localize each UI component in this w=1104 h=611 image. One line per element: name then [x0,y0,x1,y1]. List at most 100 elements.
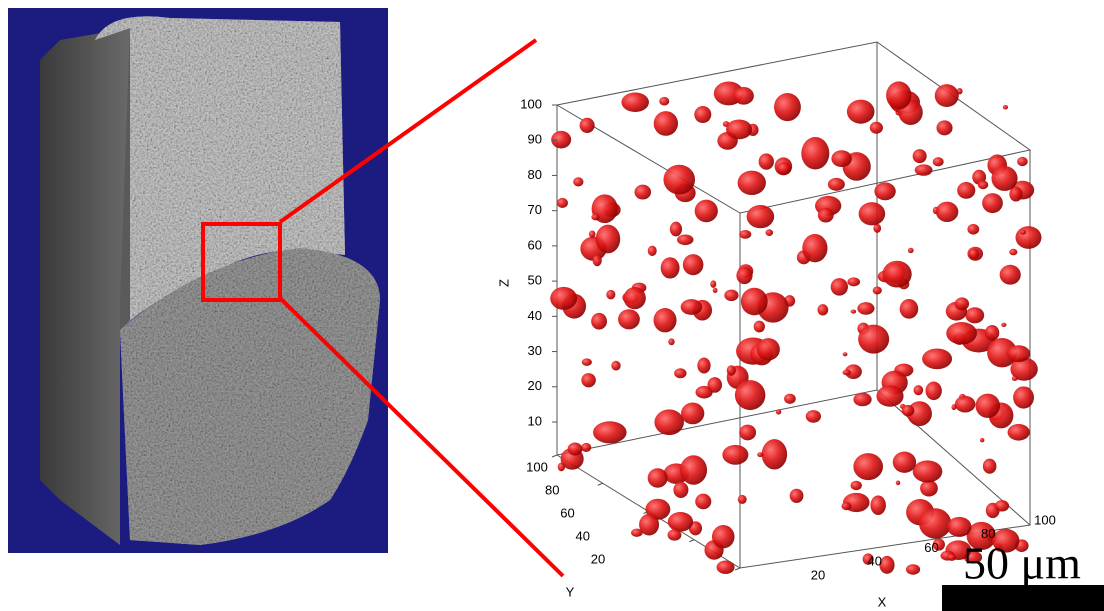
particle [695,494,711,510]
z-tick-label: 60 [528,237,542,252]
particle [913,149,927,163]
particle [936,202,958,222]
x-tick-label: 20 [811,567,825,582]
particle [736,267,752,284]
particle [843,370,852,376]
particle [967,224,979,234]
particle [851,310,856,314]
particle [922,348,952,369]
z-axis-label: Z [496,279,511,287]
z-tick-label: 30 [528,343,542,358]
particle [790,489,804,503]
particle [915,164,933,175]
particle [886,81,911,109]
particle [670,222,682,237]
particle [947,517,971,537]
particle [754,321,765,333]
y-tick-label: 100 [526,459,548,474]
particle [806,410,821,423]
particle [550,287,577,310]
x-tick-label: 100 [1034,512,1056,527]
particle [639,514,659,536]
particle [762,439,787,469]
particle [681,299,703,315]
particle [920,480,938,496]
particle [818,208,834,223]
figure: 1020304050607080901002040608010020406080… [0,0,1104,611]
particle [801,137,829,169]
particle [648,246,657,256]
particle [717,561,735,574]
particle [713,288,718,293]
particle [831,278,848,296]
particle [853,453,883,480]
particle [677,235,694,246]
scale-bar-label: 50 μm [963,538,1081,589]
particle [654,111,678,136]
particle [1015,226,1041,249]
particle [557,198,568,208]
particle [724,290,738,301]
particle [591,214,599,221]
particle [776,409,781,414]
particle [774,93,801,121]
particle [661,257,680,278]
particle [694,106,711,123]
particle [757,452,763,457]
particle [722,445,748,465]
x-axis-label: X [878,594,887,609]
particle [1020,230,1026,235]
particle [914,385,924,395]
particle [735,380,766,410]
particle [747,205,775,228]
particle [936,120,952,135]
particle [680,455,707,484]
particle [759,153,774,169]
particle [784,394,796,404]
particle [654,409,683,435]
particle [659,97,669,106]
particle [726,119,752,139]
particle [913,460,943,482]
particle [573,177,583,186]
particle [957,182,975,199]
particle [980,438,984,442]
particle [668,529,682,540]
particle [870,495,885,515]
particle [859,202,886,225]
particle [1000,265,1021,285]
particle [955,297,969,310]
particle [558,462,565,471]
y-tick-label: 80 [545,482,559,497]
y-tick [598,483,603,485]
y-tick-label: 60 [560,505,574,520]
z-tick-label: 90 [528,132,542,147]
particle [853,393,871,407]
particle [668,338,674,345]
particle [906,564,920,574]
particle [817,304,828,315]
particle [935,84,959,107]
particle [870,122,883,134]
particle [926,382,942,401]
particle [858,325,889,354]
particle [933,157,944,166]
particle [593,421,627,443]
particle [589,230,595,237]
particle [1003,105,1008,109]
particle [969,248,979,259]
particle [873,286,882,294]
particle [733,87,754,105]
particle [965,307,984,323]
particle [618,309,640,329]
particle [876,385,903,406]
particle [1013,386,1034,408]
particle [1008,424,1030,441]
particle [946,322,977,345]
particle [1009,249,1017,256]
x-tick-label: 40 [868,554,882,569]
particle [674,368,686,378]
particle [593,255,602,267]
particle [634,185,651,200]
x-tick-label: 60 [924,540,938,555]
